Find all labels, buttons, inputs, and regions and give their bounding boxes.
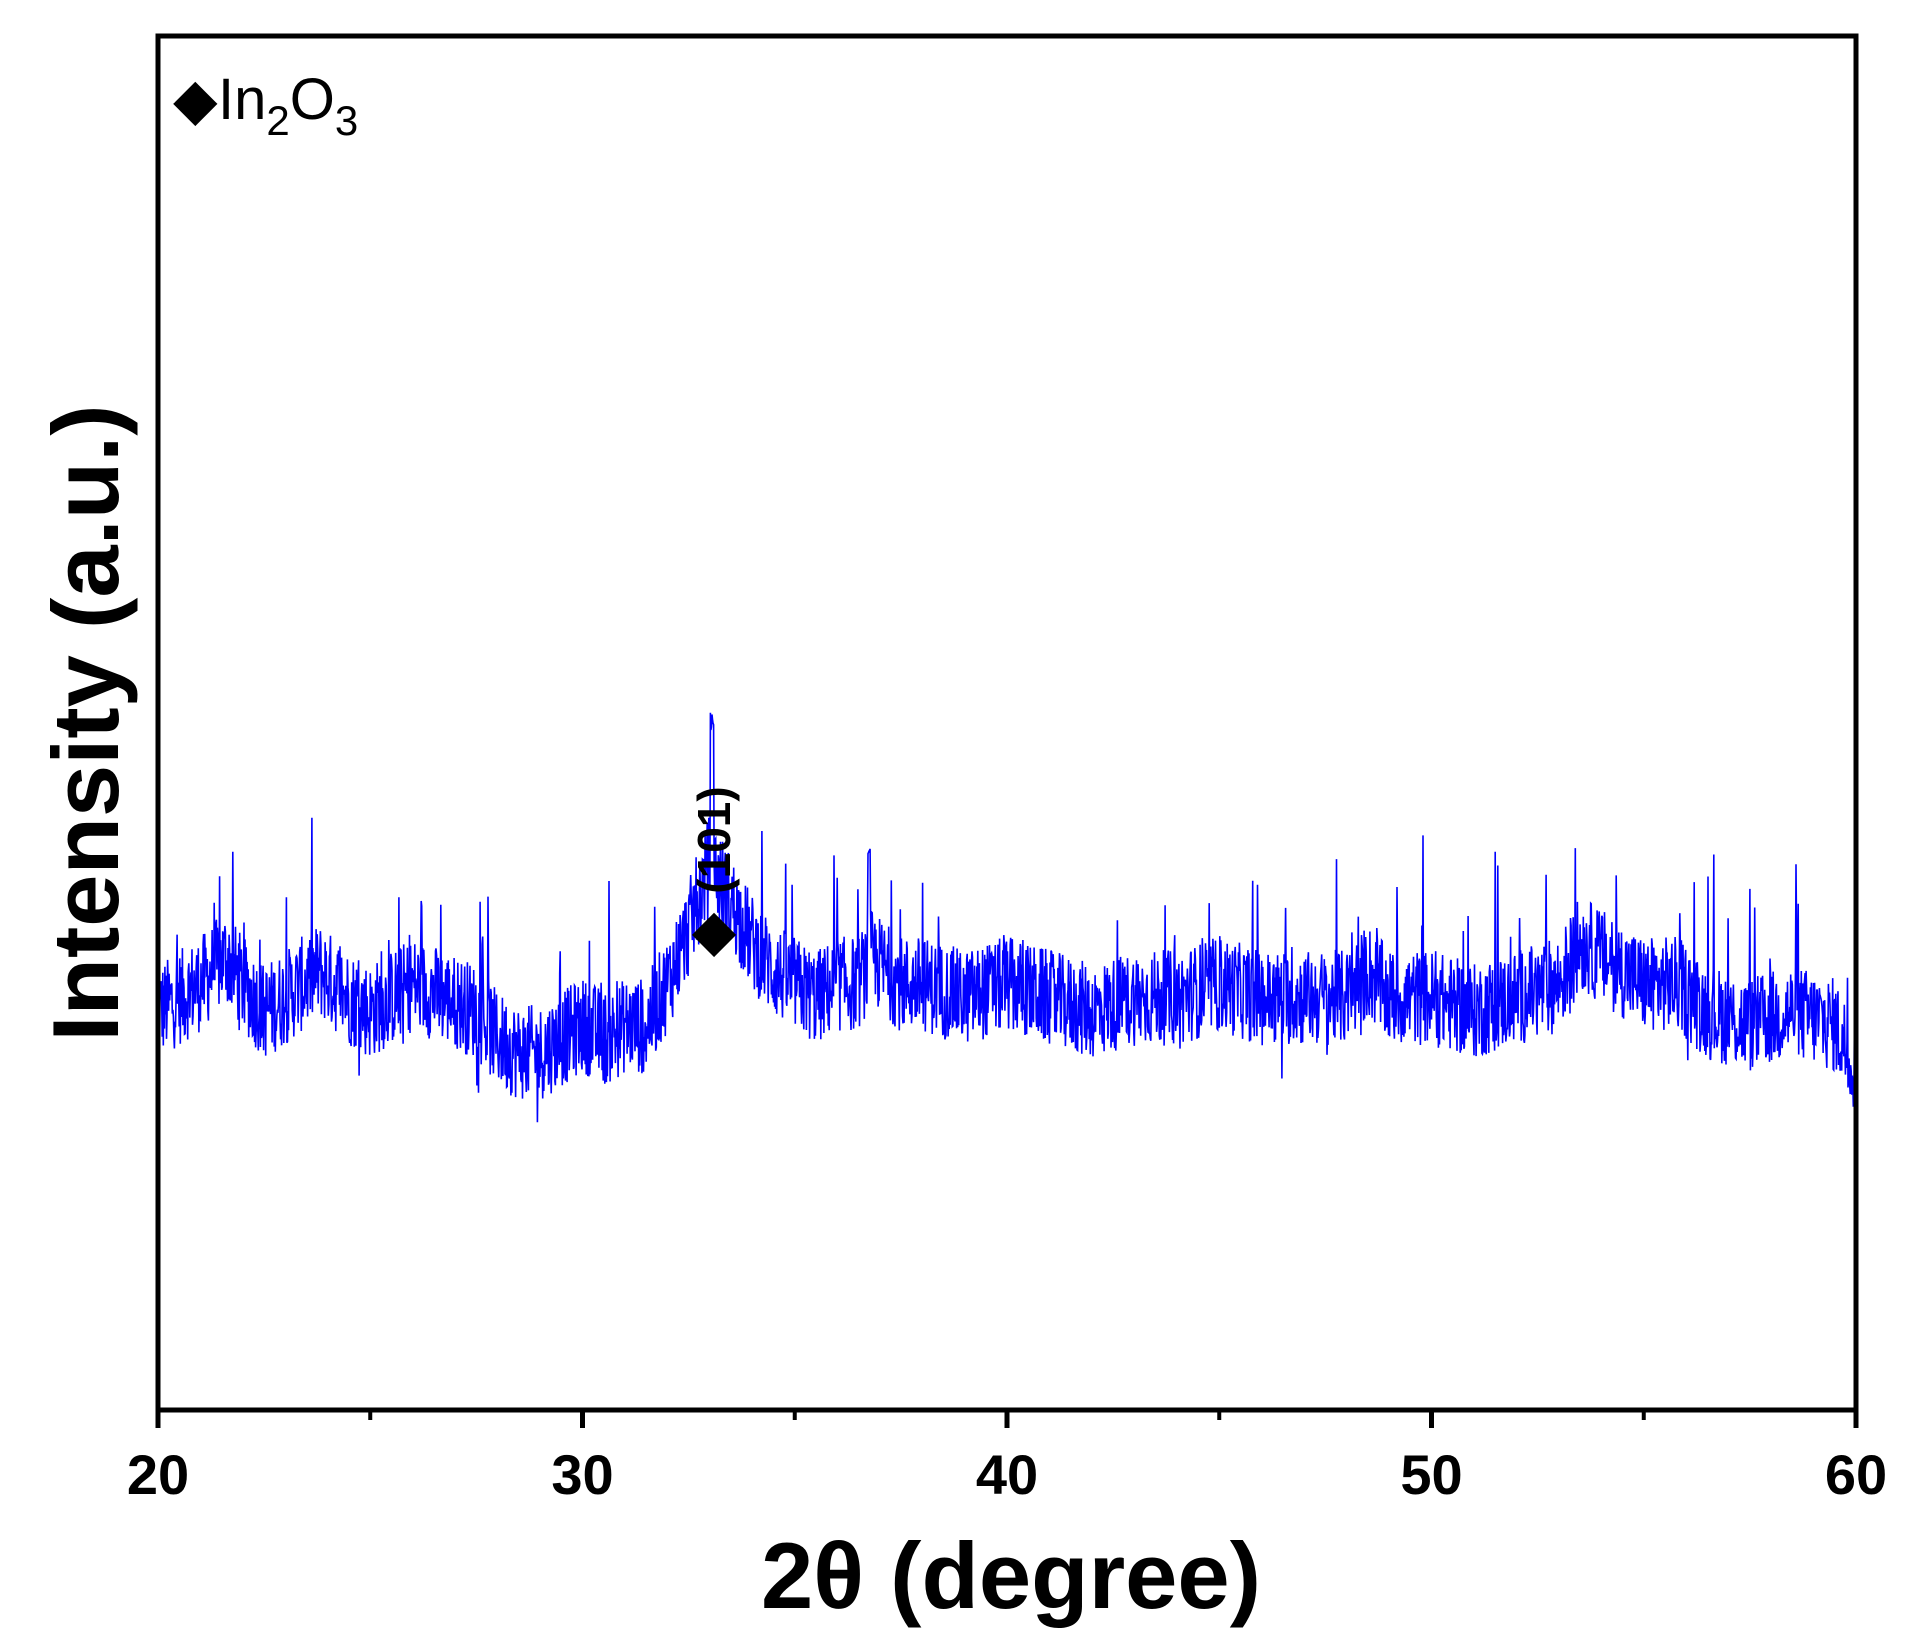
peak-marker: ◆ xyxy=(692,898,737,963)
legend-label-mid: O xyxy=(290,67,335,132)
x-axis-title: 2θ (degree) xyxy=(761,1523,1261,1628)
intensity-trace xyxy=(157,712,1857,1123)
legend-label-sub2: 3 xyxy=(335,97,358,144)
legend-label-base: In xyxy=(218,67,266,132)
x-tick-label: 60 xyxy=(1825,1443,1887,1506)
plot-frame xyxy=(155,33,1859,1413)
x-tick-label: 20 xyxy=(127,1443,189,1506)
intensity-trace-group xyxy=(157,712,1857,1123)
peak-annotations: ◆(101) xyxy=(688,786,740,963)
x-tick-label: 50 xyxy=(1400,1443,1462,1506)
legend: ◆ In2O3 xyxy=(173,67,358,144)
legend-label-sub1: 2 xyxy=(266,97,289,144)
legend-label: In2O3 xyxy=(218,67,358,144)
peak-label: (101) xyxy=(688,786,740,893)
x-axis-ticks: 20 30 40 50 60 xyxy=(127,1410,1887,1506)
y-axis-title: Intensity (a.u.) xyxy=(33,404,138,1041)
x-tick-label: 30 xyxy=(551,1443,613,1506)
legend-marker: ◆ xyxy=(173,67,218,132)
x-tick-label: 40 xyxy=(976,1443,1038,1506)
